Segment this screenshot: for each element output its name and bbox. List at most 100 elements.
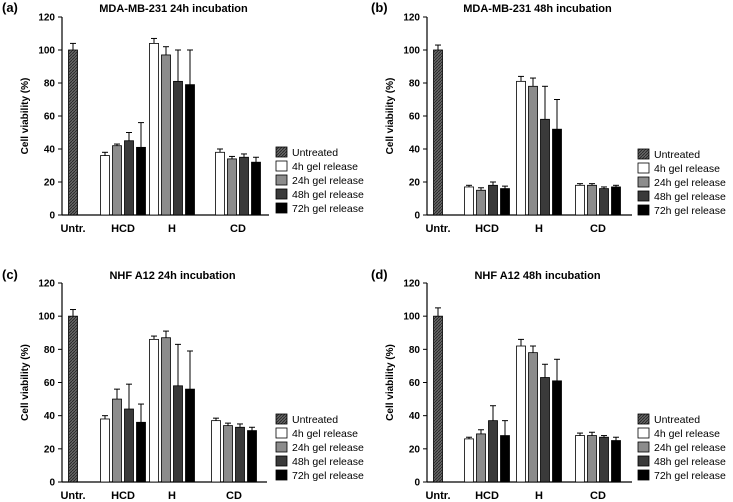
bar: [235, 426, 245, 483]
y-axis-label: Cell viability (%): [20, 78, 31, 155]
bar: [528, 352, 538, 483]
chart-panel: (a) MDA-MB-231 24h incubation Cell viabili…: [2, 0, 364, 235]
legend-label: 48h gel release: [654, 456, 726, 468]
legend-swatch: [275, 441, 288, 453]
chart-title: NHF A12 24h incubation: [109, 270, 235, 282]
bar: [552, 380, 562, 483]
y-tick-label: 120: [403, 279, 420, 290]
y-tick-label: 40: [409, 145, 421, 156]
bar: [575, 435, 585, 483]
group-label: HCD: [111, 223, 135, 235]
chart-panel: (b) MDA-MB-231 48h incubation Cell viabili…: [371, 0, 726, 235]
bar: [149, 43, 159, 216]
legend-label: 4h gel release: [654, 163, 720, 175]
bar: [100, 418, 110, 483]
legend-label: 4h gel release: [654, 428, 720, 440]
legend: Untreated 4h gel release 24h gel release 48…: [275, 413, 364, 482]
bar: [516, 80, 526, 216]
group-label: CD: [226, 490, 242, 502]
bar: [247, 430, 257, 483]
y-tick-label: 100: [403, 46, 420, 57]
bar: [227, 158, 237, 216]
legend: Untreated 4h gel release 24h gel release 48…: [637, 148, 726, 217]
bar: [464, 438, 474, 483]
y-tick-label: 80: [409, 345, 421, 356]
chart-panel: (c) NHF A12 24h incubation Cell viability …: [2, 267, 364, 502]
legend-label: Untreated: [292, 147, 338, 159]
y-tick-label: 80: [44, 79, 56, 90]
legend-label: 24h gel release: [654, 442, 726, 454]
y-tick-label: 80: [44, 345, 56, 356]
legend-swatch: [637, 455, 650, 467]
group-label: HCD: [475, 490, 499, 502]
legend: Untreated 4h gel release 24h gel release 48…: [275, 146, 364, 215]
legend-label: 72h gel release: [292, 203, 364, 215]
y-tick-label: 60: [44, 378, 56, 389]
bar: [136, 421, 146, 483]
legend-swatch: [275, 174, 288, 186]
legend-label: 24h gel release: [654, 177, 726, 189]
legend-label: 24h gel release: [292, 442, 364, 454]
y-tick-label: 100: [403, 312, 420, 323]
panel-label: (c): [2, 267, 18, 282]
legend-swatch: [275, 455, 288, 467]
bar: [173, 385, 183, 483]
group-label: Untr.: [60, 223, 85, 235]
legend-label: 72h gel release: [292, 470, 364, 482]
legend-swatch: [275, 160, 288, 172]
y-axis-label: Cell viability (%): [20, 344, 31, 421]
y-tick-label: 0: [49, 211, 55, 222]
bar: [599, 436, 609, 483]
bar: [223, 425, 233, 483]
y-tick-label: 60: [409, 378, 421, 389]
chart-panel: (d) NHF A12 48h incubation Cell viability …: [371, 267, 726, 502]
bar: [149, 338, 159, 483]
legend-swatch: [637, 441, 650, 453]
y-tick-label: 120: [403, 13, 420, 24]
y-tick-label: 80: [409, 79, 421, 90]
legend-label: 48h gel release: [654, 191, 726, 203]
legend-swatch: [637, 413, 650, 425]
legend-swatch: [275, 469, 288, 481]
group-label: Untr.: [60, 490, 85, 502]
bar: [500, 188, 510, 216]
bar: [112, 145, 122, 216]
legend-label: Untreated: [654, 414, 700, 426]
bar: [611, 440, 621, 483]
y-tick-label: 120: [38, 13, 55, 24]
bar: [112, 398, 122, 483]
bar: [161, 54, 171, 216]
bar: [239, 156, 249, 216]
y-tick-label: 20: [409, 444, 421, 455]
bar: [540, 118, 550, 216]
bar: [500, 435, 510, 483]
group-label: Untr.: [425, 223, 450, 235]
legend-swatch: [637, 162, 650, 174]
legend-swatch: [637, 190, 650, 202]
bar: [161, 337, 171, 483]
bar: [540, 377, 550, 483]
legend-label: 72h gel release: [654, 205, 726, 217]
legend-swatch: [637, 176, 650, 188]
bar: [251, 161, 261, 216]
bar: [476, 433, 486, 483]
panel-label: (d): [371, 267, 388, 282]
y-tick-label: 40: [409, 411, 421, 422]
legend-label: 24h gel release: [292, 175, 364, 187]
y-tick-label: 0: [49, 478, 55, 489]
chart-title: NHF A12 48h incubation: [474, 270, 600, 282]
group-label: HCD: [475, 223, 499, 235]
y-tick-label: 100: [38, 46, 55, 57]
bar-untreated: [68, 315, 78, 483]
legend: Untreated 4h gel release 24h gel release 48…: [637, 413, 726, 482]
panel-label: (b): [371, 0, 388, 15]
y-tick-label: 100: [38, 312, 55, 323]
group-label: Untr.: [425, 490, 450, 502]
group-label: HCD: [111, 490, 135, 502]
bar: [211, 420, 221, 483]
legend-swatch: [637, 148, 650, 160]
legend-swatch: [275, 188, 288, 200]
bar: [488, 184, 498, 216]
bar: [136, 146, 146, 216]
